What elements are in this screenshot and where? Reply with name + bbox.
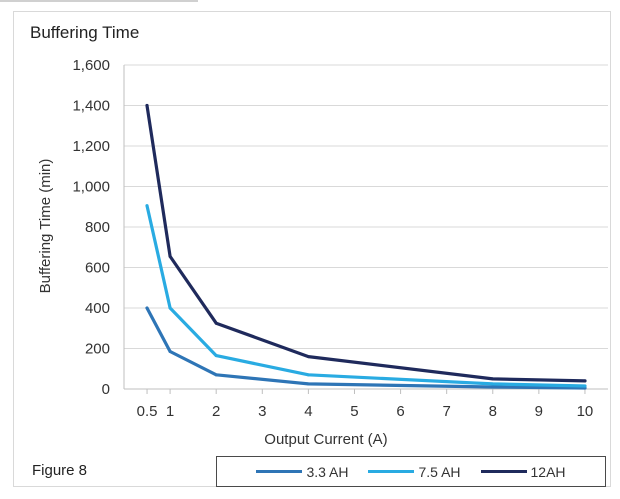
data-point bbox=[145, 306, 149, 310]
x-tick-label: 6 bbox=[396, 403, 404, 420]
legend-item-3-3ah: 3.3 AH bbox=[256, 464, 348, 480]
data-point bbox=[491, 385, 495, 389]
legend-swatch-12ah bbox=[480, 470, 527, 473]
legend-label-3-3ah: 3.3 AH bbox=[306, 463, 349, 480]
y-tick-label: 800 bbox=[85, 219, 110, 236]
x-axis-label: Output Current (A) bbox=[264, 431, 387, 448]
x-tick-label: 1 bbox=[166, 403, 174, 420]
series-line-0 bbox=[145, 306, 587, 390]
legend-item-12ah: 12AH bbox=[480, 463, 566, 480]
y-tick-label: 600 bbox=[85, 260, 110, 277]
data-point bbox=[583, 384, 587, 388]
legend-swatch-3-3ah bbox=[256, 470, 303, 473]
x-tick-label: 0.5 bbox=[137, 403, 158, 420]
x-tick-label: 10 bbox=[577, 403, 594, 420]
data-point bbox=[214, 321, 218, 325]
data-point bbox=[145, 204, 149, 208]
legend-swatch-7-5ah bbox=[368, 470, 415, 473]
y-tick-label: 400 bbox=[85, 300, 110, 317]
y-tick-label: 1,600 bbox=[72, 57, 110, 74]
x-tick-label: 9 bbox=[535, 403, 543, 420]
grid-lines bbox=[123, 64, 608, 390]
x-tick-label: 4 bbox=[304, 403, 312, 420]
series-line-1 bbox=[145, 204, 587, 388]
top-rule bbox=[0, 0, 198, 2]
chart-legend: 3.3 AH 7.5 AH 12AH bbox=[216, 456, 606, 487]
data-point bbox=[583, 379, 587, 383]
x-tick-label: 8 bbox=[489, 403, 497, 420]
y-axis-label: Buffering Time (min) bbox=[37, 159, 54, 294]
data-point bbox=[214, 354, 218, 358]
data-point bbox=[491, 377, 495, 381]
x-tick-label: 5 bbox=[350, 403, 358, 420]
series-line-2 bbox=[145, 103, 587, 383]
data-point bbox=[214, 373, 218, 377]
y-tick-label: 200 bbox=[85, 341, 110, 358]
x-tick-label: 7 bbox=[442, 403, 450, 420]
data-point bbox=[145, 104, 149, 107]
x-tick-label: 3 bbox=[258, 403, 266, 420]
data-point bbox=[168, 306, 172, 310]
y-tick-label: 0 bbox=[102, 381, 110, 398]
legend-item-7-5ah: 7.5 AH bbox=[368, 463, 461, 480]
data-point bbox=[306, 382, 310, 386]
y-axis-ticks: 0 200 400 600 800 1,000 1,200 1,400 1,600 bbox=[72, 57, 110, 398]
legend-label-7-5ah: 7.5 AH bbox=[418, 463, 461, 480]
data-point bbox=[306, 373, 310, 377]
legend-label-12ah: 12AH bbox=[530, 463, 566, 480]
data-point bbox=[306, 355, 310, 359]
data-point bbox=[168, 350, 172, 354]
y-tick-label: 1,000 bbox=[72, 179, 110, 196]
figure-label: Figure 8 bbox=[32, 462, 88, 479]
x-axis-ticks: 0.5 1 2 3 4 5 6 7 8 9 10 bbox=[137, 389, 594, 420]
data-point bbox=[491, 382, 495, 386]
y-tick-label: 1,400 bbox=[72, 98, 110, 115]
chart-title: Buffering Time bbox=[30, 23, 140, 42]
series-lines bbox=[145, 103, 587, 390]
line-chart: 0 200 400 600 800 1,000 1,200 1,400 1,600 0.5 1 2 3… bbox=[37, 57, 608, 448]
x-tick-label: 2 bbox=[212, 403, 220, 420]
y-tick-label: 1,200 bbox=[72, 138, 110, 155]
data-point bbox=[168, 254, 172, 258]
